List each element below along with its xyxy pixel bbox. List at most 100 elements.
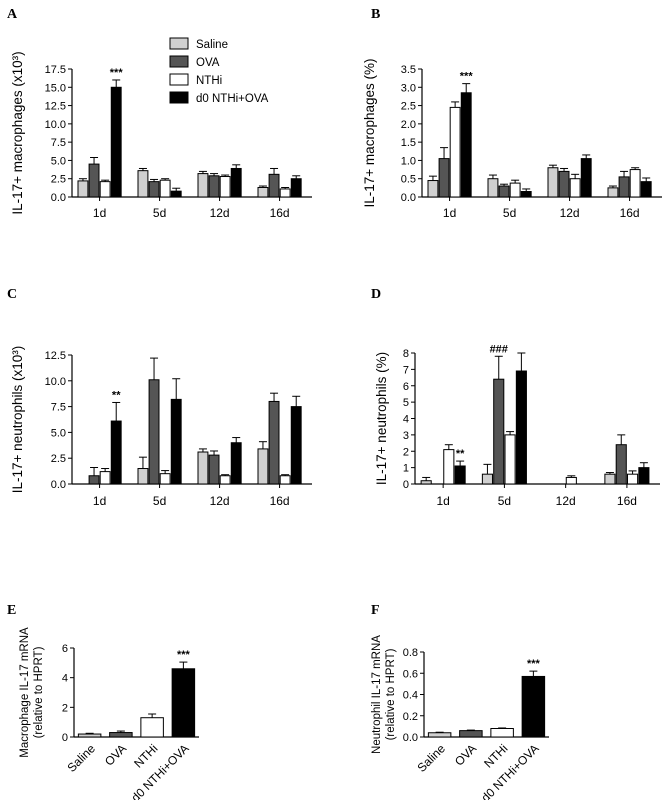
panel-letter: F (371, 603, 380, 618)
x-tick-label: 5d (153, 494, 166, 508)
y-tick-label: 2 (62, 702, 68, 714)
legend-swatch-d0-nthi-ova (169, 91, 189, 104)
x-tick-label: d0 NTHi+OVA (128, 741, 191, 800)
bar-saline-16d (607, 187, 619, 198)
bar-d0-nthi-ova-5d (170, 398, 182, 485)
bar-ova-16d (618, 176, 630, 198)
y-tick-label: 2.0 (401, 119, 416, 131)
bar-nthi-12d (565, 476, 577, 485)
bar-d0-nthi-ova-5d (170, 190, 182, 198)
bar-d0-nthi-ova-5d (520, 191, 532, 198)
bar-ova (109, 732, 133, 738)
y-tick-label: 0 (62, 732, 68, 744)
y-tick-label: 4 (403, 414, 409, 426)
y-tick-label: 2 (403, 446, 409, 458)
x-tick-label: 12d (210, 206, 230, 220)
significance-marker: *** (110, 67, 124, 79)
y-tick-label: 6 (403, 381, 409, 393)
panel-e: E 0 2 4 6 Macrophage IL-17 mRNA (relative to H… (7, 603, 199, 800)
bar-ova (459, 730, 483, 738)
y-axis-label: IL-17+ neutrophils (%) (374, 352, 389, 485)
x-tick-label: 16d (270, 206, 290, 220)
bar-ova-5d (148, 379, 160, 485)
bar-d0-nthi-ova-12d (230, 167, 242, 198)
panel-letter: E (7, 603, 16, 618)
bar-d0-nthi-ova (521, 675, 546, 738)
legend-label-d0-nthi-ova: d0 NTHi+OVA (196, 93, 269, 105)
bar-nthi-12d (219, 475, 231, 485)
panel-letter: C (7, 287, 17, 302)
x-tick-label: 1d (93, 206, 106, 220)
y-tick-label: 0.0 (403, 732, 418, 744)
y-tick-label: 5.0 (51, 155, 66, 167)
y-axis-label: IL-17+ macrophages (x10³) (10, 51, 25, 214)
bar-ova-1d (88, 163, 100, 198)
x-tick-label: OVA (452, 741, 479, 768)
bar-saline-16d (257, 448, 269, 485)
x-tick-label: 16d (620, 206, 640, 220)
y-axis-label: IL-17+ macrophages (%) (362, 59, 377, 208)
significance-marker: *** (460, 71, 474, 83)
bar-nthi-1d (443, 449, 455, 485)
bar-nthi-5d (504, 434, 516, 485)
x-tick-label: OVA (102, 741, 129, 768)
y-tick-label: 10.0 (45, 376, 66, 388)
significance-marker: *** (177, 649, 191, 661)
bar-ova-16d (615, 444, 627, 485)
bar-saline-5d (137, 170, 149, 198)
bar-ova-12d (208, 175, 220, 198)
y-tick-label: 2.5 (51, 453, 66, 465)
legend-label-saline: Saline (196, 39, 228, 51)
y-tick-label: 12.5 (45, 350, 66, 362)
y-tick-label: 5 (403, 397, 409, 409)
y-tick-label: 8 (403, 348, 409, 360)
bar-saline (427, 732, 452, 738)
bar-saline-5d (481, 473, 493, 485)
bar-ova-12d (558, 170, 570, 198)
bar-nthi-1d (99, 181, 111, 198)
x-tick-label: 1d (93, 494, 106, 508)
y-tick-label: 7 (403, 364, 409, 376)
bar-ova-1d (438, 158, 450, 198)
y-tick-label: 0.5 (401, 174, 416, 186)
legend-swatch-ova (169, 55, 189, 68)
bar-d0-nthi-ova-16d (638, 467, 650, 485)
y-tick-label: 3 (403, 430, 409, 442)
y-tick-label: 5.0 (51, 427, 66, 439)
bar-ova-12d (208, 454, 220, 485)
bar-ova-16d (268, 400, 280, 485)
y-tick-label: 1 (403, 463, 409, 475)
bar-saline-5d (487, 178, 499, 198)
y-tick-label: 0.0 (51, 192, 66, 204)
y-axis-label-line: Macrophage IL-17 mRNA (19, 627, 31, 758)
y-tick-label: 2.5 (401, 101, 416, 113)
y-tick-label: 4 (62, 673, 68, 685)
y-tick-label: 0.4 (403, 690, 418, 702)
y-axis-label-line: (relative to HPRT) (33, 646, 45, 738)
y-axis-label: IL-17+ neutrophils (x10³) (10, 346, 25, 493)
panel-letter: A (7, 7, 18, 22)
y-tick-label: 7.5 (51, 137, 66, 149)
panel-c: C 0.0 2.5 5.0 7.5 10.0 12.5 IL-17+ neutrophils … (7, 287, 312, 508)
y-tick-label: 0.8 (403, 647, 418, 659)
bar-d0-nthi-ova-16d (640, 181, 652, 198)
panel-letter: B (371, 7, 380, 22)
significance-marker: ** (456, 448, 465, 460)
legend-label-ova: OVA (196, 57, 220, 69)
x-tick-label: 12d (210, 494, 230, 508)
bar-nthi-5d (509, 182, 521, 198)
x-tick-label: 1d (436, 494, 449, 508)
bar-nthi-1d (99, 471, 111, 485)
bar-ova-1d (88, 475, 100, 485)
x-tick-label: 5d (503, 206, 516, 220)
y-tick-label: 6 (62, 643, 68, 655)
panel-a: A 0.0 2.5 5.0 7.5 10.0 12.5 15.0 17.5 IL-17+ macr… (7, 7, 312, 220)
bar-d0-nthi-ova-1d (454, 465, 466, 485)
y-tick-label: 1.5 (401, 137, 416, 149)
y-axis-label-line: Neutrophil IL-17 mRNA (371, 635, 383, 754)
y-tick-label: 2.5 (51, 174, 66, 186)
y-tick-label: 10.0 (45, 119, 66, 131)
bar-d0-nthi-ova-12d (230, 442, 242, 485)
y-tick-label: 3.0 (401, 82, 416, 94)
bar-nthi (140, 717, 164, 738)
